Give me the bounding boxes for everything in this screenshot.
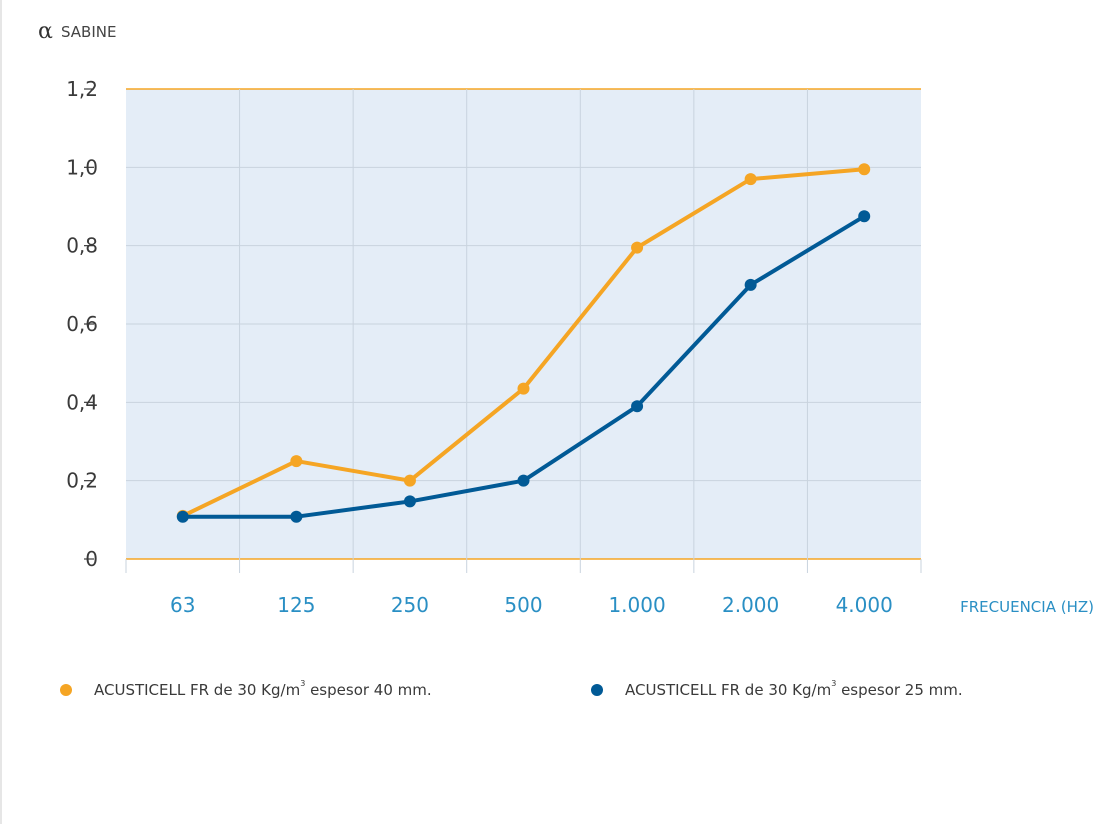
left-frame-line [0, 0, 2, 824]
x-tick-label: 2.000 [722, 593, 779, 617]
x-tick-label: 1.000 [608, 593, 665, 617]
data-point-1 [744, 278, 757, 291]
data-point-1 [631, 400, 644, 413]
data-point-0 [517, 382, 530, 395]
legend-marker-blue [591, 684, 603, 696]
y-axis-symbol: α [38, 19, 53, 44]
x-tick-label: 63 [170, 593, 195, 617]
data-point-1 [290, 510, 303, 523]
x-tick-label: 500 [504, 593, 542, 617]
x-tick-label: 4.000 [836, 593, 893, 617]
data-point-1 [176, 510, 189, 523]
data-point-0 [290, 455, 303, 468]
legend-item-40mm: ACUSTICELL FR de 30 Kg/m3 espesor 40 mm. [60, 679, 432, 699]
y-axis-title: SABINE [61, 23, 116, 41]
x-tick-label: 125 [277, 593, 315, 617]
x-axis-title: FRECUENCIA (HZ) [960, 598, 1094, 616]
x-tick-label: 250 [391, 593, 429, 617]
data-point-0 [631, 241, 644, 254]
axis-ticks: 00,20,40,60,81,01,263 125 250 500 1.000 2.000… [66, 77, 922, 617]
data-point-0 [858, 163, 871, 176]
data-point-1 [858, 210, 871, 223]
y-axis-label: α SABINE [38, 19, 116, 44]
legend-item-25mm: ACUSTICELL FR de 30 Kg/m3 espesor 25 mm. [591, 679, 963, 699]
data-point-0 [403, 474, 416, 487]
data-point-0 [744, 173, 757, 186]
data-point-1 [517, 474, 530, 487]
series-group [176, 163, 871, 523]
data-point-1 [403, 495, 416, 508]
legend-label-40mm: ACUSTICELL FR de 30 Kg/m3 espesor 40 mm. [94, 679, 432, 699]
legend-label-25mm: ACUSTICELL FR de 30 Kg/m3 espesor 25 mm. [625, 679, 963, 699]
legend-marker-orange [60, 684, 72, 696]
